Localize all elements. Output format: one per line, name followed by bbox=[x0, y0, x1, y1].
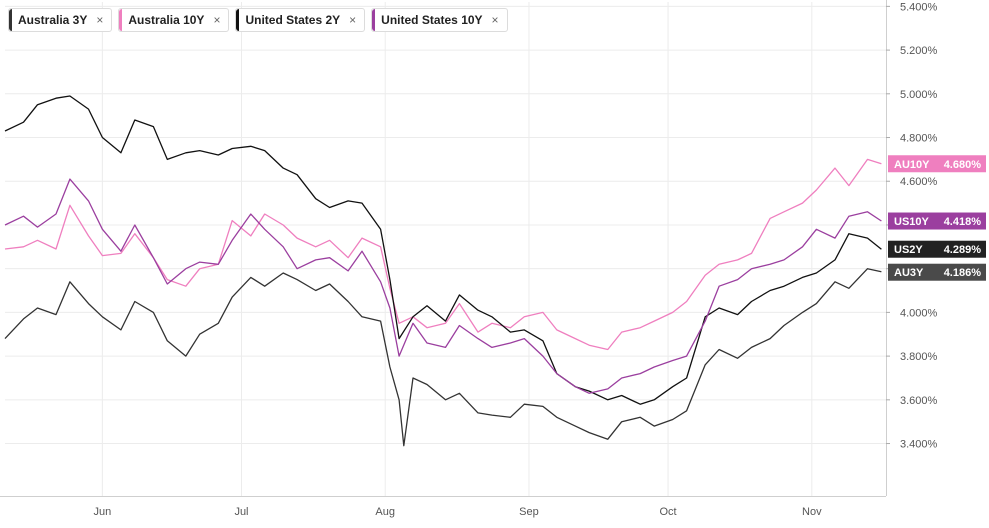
x-tick-label: Aug bbox=[375, 506, 395, 518]
y-tick-label: 5.400% bbox=[900, 1, 938, 13]
legend-label: United States 2Y bbox=[245, 13, 341, 27]
legend-item-united-states-10y[interactable]: United States 10Y × bbox=[371, 8, 508, 32]
y-tick-label: 3.800% bbox=[900, 351, 938, 363]
x-tick-label: Nov bbox=[802, 506, 822, 518]
x-axis-ticks: Jun Jul Aug Sep Oct Nov bbox=[93, 506, 822, 518]
badge-background bbox=[888, 240, 986, 258]
badge-value: 4.418% bbox=[944, 216, 982, 228]
legend-swatch bbox=[372, 9, 376, 31]
badge-ticker: AU3Y bbox=[894, 267, 924, 279]
vertical-gridlines bbox=[101, 2, 813, 496]
series-line-united-states-10y bbox=[4, 178, 882, 394]
legend-label: United States 10Y bbox=[381, 13, 483, 27]
badge-background bbox=[888, 263, 986, 281]
legend-label: Australia 3Y bbox=[18, 13, 88, 27]
badge-ticker: US2Y bbox=[894, 244, 923, 256]
end-value-badge-au3y: AU3Y 4.186% bbox=[888, 263, 986, 281]
legend-swatch bbox=[9, 9, 12, 31]
series-line-australia-10y bbox=[4, 158, 882, 351]
axes bbox=[0, 0, 887, 497]
end-value-badge-us10y: US10Y 4.418% bbox=[888, 212, 986, 230]
y-tick-label: 4.600% bbox=[900, 176, 938, 188]
series-layer bbox=[4, 95, 882, 447]
y-tick-label: 3.400% bbox=[900, 439, 938, 451]
legend: Australia 3Y × Australia 10Y × United St… bbox=[8, 8, 508, 32]
x-tick-label: Jul bbox=[234, 506, 248, 518]
badge-value: 4.186% bbox=[944, 267, 982, 279]
legend-item-australia-10y[interactable]: Australia 10Y × bbox=[118, 8, 230, 32]
legend-swatch bbox=[236, 9, 240, 31]
end-value-badge-us2y: US2Y 4.289% bbox=[888, 240, 986, 258]
y-tick-label: 5.200% bbox=[900, 45, 938, 57]
end-value-badge-au10y: AU10Y 4.680% bbox=[888, 155, 986, 173]
legend-item-australia-3y[interactable]: Australia 3Y × bbox=[8, 8, 113, 32]
y-tick-label: 4.800% bbox=[900, 133, 938, 145]
x-tick-label: Oct bbox=[660, 506, 677, 518]
badge-value: 4.680% bbox=[944, 159, 982, 171]
legend-item-united-states-2y[interactable]: United States 2Y × bbox=[235, 8, 366, 32]
badge-ticker: AU10Y bbox=[894, 159, 930, 171]
y-tick-label: 3.600% bbox=[900, 395, 938, 407]
close-icon[interactable]: × bbox=[491, 13, 499, 27]
horizontal-gridlines bbox=[5, 5, 886, 445]
y-tick-label: 5.000% bbox=[900, 89, 938, 101]
badge-background bbox=[888, 212, 986, 230]
close-icon[interactable]: × bbox=[213, 13, 221, 27]
legend-label: Australia 10Y bbox=[128, 13, 205, 27]
badge-value: 4.289% bbox=[944, 244, 982, 256]
end-value-badges: AU10Y 4.680% US10Y 4.418% US2Y 4.289% AU3Y 4.18… bbox=[888, 155, 986, 281]
close-icon[interactable]: × bbox=[349, 13, 357, 27]
series-line-united-states-2y bbox=[4, 95, 882, 405]
x-tick-label: Jun bbox=[93, 506, 111, 518]
close-icon[interactable]: × bbox=[96, 13, 104, 27]
series-line-australia-3y bbox=[4, 268, 882, 447]
badge-ticker: US10Y bbox=[894, 216, 930, 228]
x-tick-label: Sep bbox=[519, 506, 539, 518]
badge-background bbox=[888, 155, 986, 173]
y-tick-label: 4.000% bbox=[900, 307, 938, 319]
legend-swatch bbox=[119, 9, 123, 31]
